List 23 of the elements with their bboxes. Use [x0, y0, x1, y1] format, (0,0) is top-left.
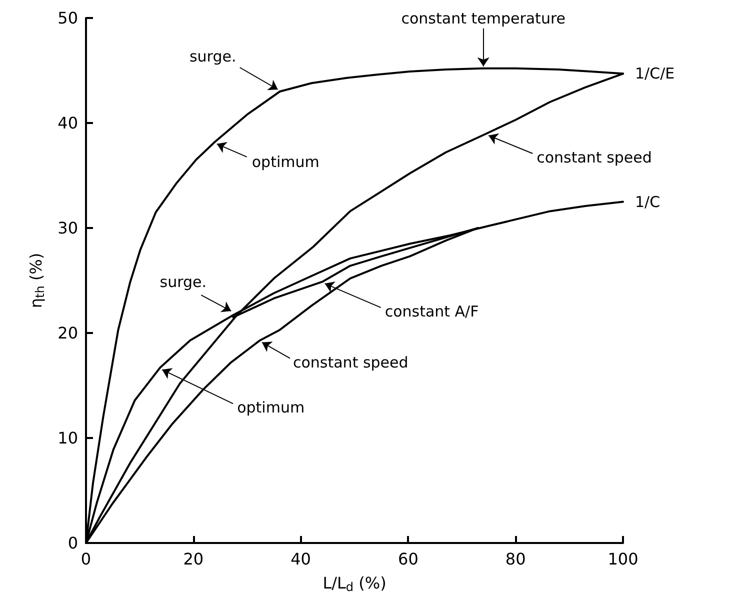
- annotation: constant temperature: [401, 9, 566, 28]
- x-tick-label: 60: [398, 550, 418, 568]
- annotation: optimum: [237, 398, 305, 417]
- y-tick-label: 40: [58, 114, 78, 132]
- x-tick-label: 20: [183, 550, 204, 568]
- x-tick-label: 0: [80, 550, 92, 568]
- y-axis-title: ηth (%): [26, 252, 47, 308]
- annotation: 1/C: [635, 192, 660, 211]
- x-tick-label: 40: [290, 550, 311, 568]
- x-tick-label: 100: [608, 550, 638, 568]
- y-tick-label: 30: [58, 218, 78, 238]
- x-tick-label: 80: [505, 550, 526, 568]
- y-tick-label: 50: [58, 8, 78, 28]
- annotation: constant speed: [292, 353, 408, 372]
- annotation: constant A/F: [384, 302, 479, 321]
- annotation: 1/C/E: [635, 64, 675, 83]
- y-tick-label: 10: [58, 428, 78, 448]
- annotation: constant speed: [536, 148, 652, 166]
- annotation: surge.: [160, 273, 207, 292]
- annotation: surge.: [189, 48, 236, 66]
- y-tick-label: 20: [58, 324, 78, 342]
- annotation: optimum: [252, 152, 320, 171]
- y-tick-label: 0: [68, 534, 78, 552]
